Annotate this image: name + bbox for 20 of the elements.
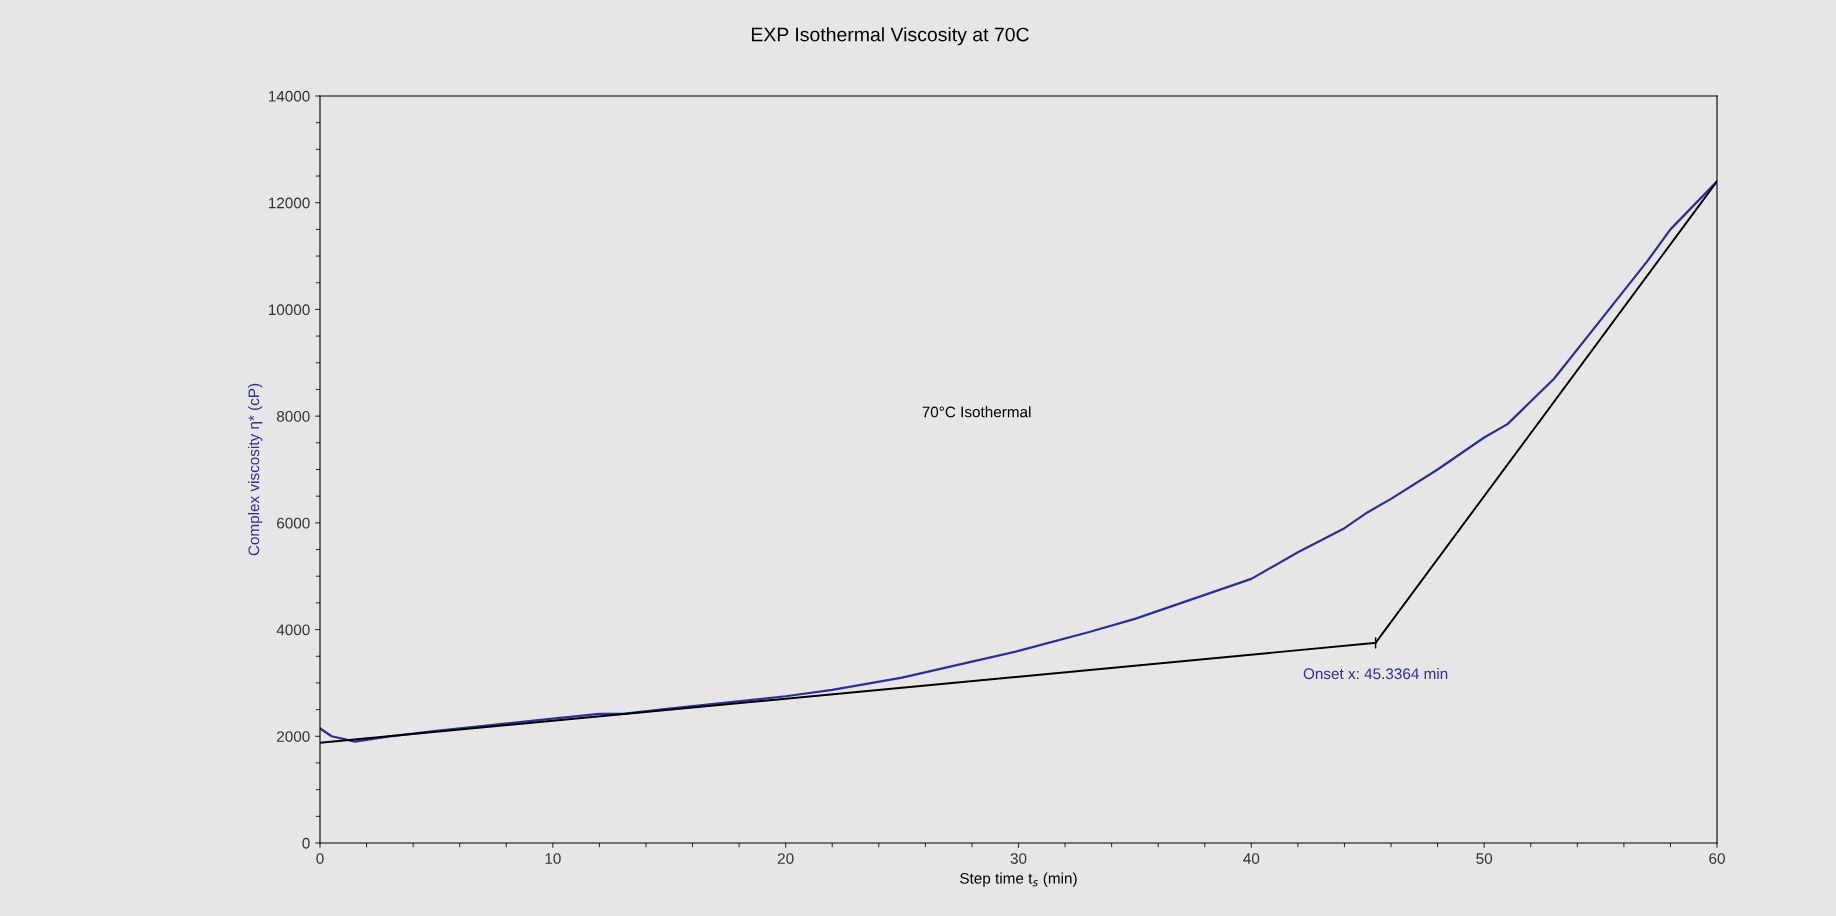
annotation: 70°C Isothermal <box>922 406 1031 418</box>
y-tick-label: 2000 <box>277 731 310 742</box>
y-tick-label: 8000 <box>276 411 310 422</box>
x-tick-label: 0 <box>316 853 324 864</box>
x-tick-label: 30 <box>1010 853 1027 864</box>
x-tick-label: 10 <box>545 853 561 864</box>
y-axis-title: Complex viscosity η* (cP) <box>248 383 263 556</box>
y-tick-label: 4000 <box>276 624 310 636</box>
x-tick-label: 50 <box>1476 853 1493 864</box>
x-axis-title: Step time t$_{s}$ (min) <box>960 872 1077 887</box>
x-tick-label: 60 <box>1709 853 1725 864</box>
y-tick-label: 0 <box>302 837 310 849</box>
y-tick-label: 10000 <box>268 304 310 316</box>
y-tick-label: 6000 <box>277 517 310 529</box>
x-tick-label: 40 <box>1243 853 1260 864</box>
annotation: Onset x: 45.3364 min <box>1303 667 1448 680</box>
y-tick-label: 12000 <box>268 197 310 209</box>
y-tick-label: 14000 <box>268 90 310 102</box>
chart-title: EXP Isothermal Viscosity at 70C <box>751 27 1029 46</box>
x-tick-label: 20 <box>777 853 794 864</box>
